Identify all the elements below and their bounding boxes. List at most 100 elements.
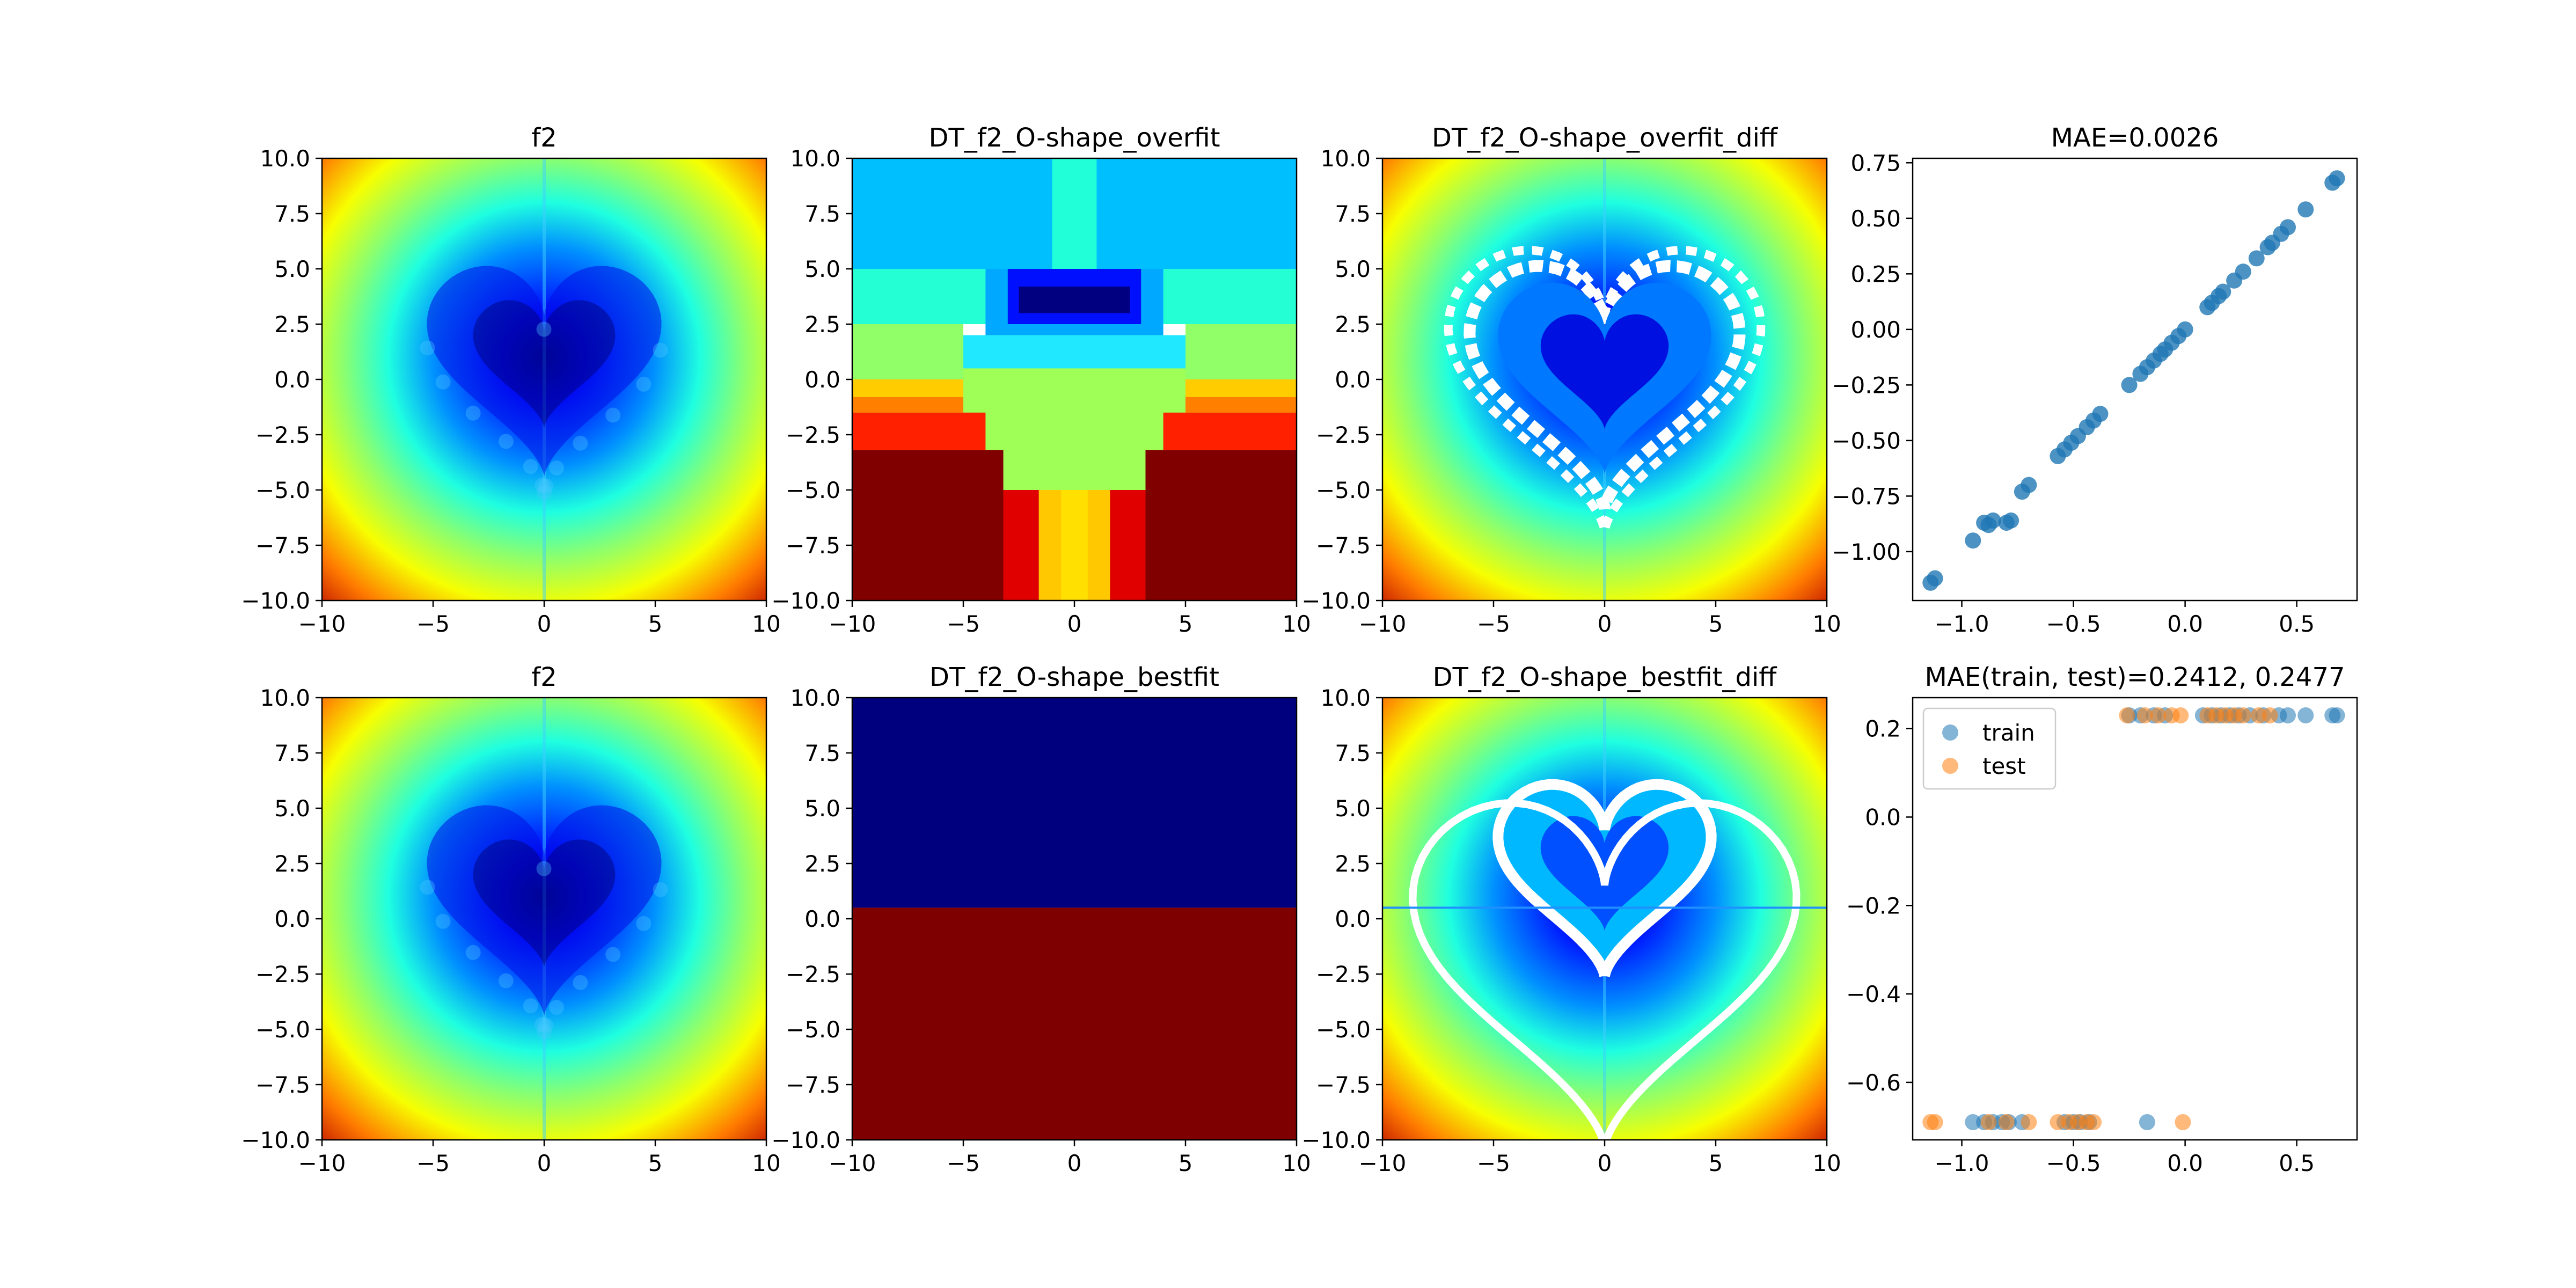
legend-marker xyxy=(1942,758,1958,774)
train-point xyxy=(2139,1114,2155,1131)
sample-dot xyxy=(465,945,481,960)
y-tick-label: 7.5 xyxy=(274,201,310,227)
sample-dot xyxy=(523,998,538,1014)
y-tick-label: −0.50 xyxy=(1832,428,1901,454)
y-tick-label: 0.2 xyxy=(1865,716,1901,742)
tree-leaf xyxy=(852,397,963,413)
y-tick-label: 2.5 xyxy=(274,311,310,338)
x-tick-label: −0.5 xyxy=(2046,611,2101,637)
test-point xyxy=(2021,1114,2037,1131)
sample-dot xyxy=(498,434,514,449)
y-tick-label: 5.0 xyxy=(274,256,310,282)
x-tick-label: −1.0 xyxy=(1935,1150,1989,1176)
train-point xyxy=(2177,321,2193,338)
y-tick-label: −2.5 xyxy=(786,422,840,448)
train-point xyxy=(2003,512,2019,529)
y-tick-label: 0.50 xyxy=(1850,206,1901,232)
x-tick-label: 0.5 xyxy=(2279,1150,2315,1176)
x-tick-label: 0 xyxy=(1598,611,1612,637)
chart-title: f2 xyxy=(531,123,557,153)
panel-8: train test MAE(train, test)=0.2412, 0.2477… xyxy=(1846,662,2358,1176)
axes-frame xyxy=(1912,697,2358,1141)
y-tick-label: 7.5 xyxy=(1335,201,1371,227)
y-tick-label: 7.5 xyxy=(1335,740,1371,766)
y-tick-label: 5.0 xyxy=(804,795,840,822)
y-tick-label: −0.6 xyxy=(1846,1070,1901,1096)
train-point xyxy=(1985,512,2001,529)
sample-dot xyxy=(523,459,538,474)
sample-dot xyxy=(420,880,435,895)
y-tick-label: 2.5 xyxy=(274,851,310,877)
test-point xyxy=(2050,1114,2066,1131)
tree-leaf xyxy=(1061,490,1088,601)
train-point xyxy=(2248,250,2265,267)
x-tick-label: 5 xyxy=(1709,611,1723,637)
y-tick-label: −7.5 xyxy=(786,1072,840,1098)
axes-frame xyxy=(1912,157,2358,602)
diff-band xyxy=(1463,260,1746,510)
train-point xyxy=(2297,707,2314,723)
x-tick-label: −10 xyxy=(829,1150,876,1176)
train-point xyxy=(2235,264,2251,280)
sample-dot xyxy=(605,947,621,962)
tree-leaf xyxy=(1185,379,1297,397)
train-point xyxy=(2021,477,2037,493)
y-tick-label: 10.0 xyxy=(1320,685,1371,711)
x-tick-label: 0 xyxy=(1067,611,1082,637)
diff-center xyxy=(1540,314,1669,430)
panel-2: DT_f2_O-shape_overfit −10 −5 0 5 10 10.0 7.5 5.0… xyxy=(771,123,1311,637)
train-point xyxy=(2297,201,2314,218)
sample-dot xyxy=(498,973,514,989)
tree-leaf xyxy=(1163,412,1297,450)
train-point xyxy=(2329,170,2345,187)
x-tick-label: 0.0 xyxy=(2167,611,2203,637)
sample-dot xyxy=(535,1016,550,1032)
y-tick-label: −1.00 xyxy=(1832,539,1901,565)
test-point xyxy=(2172,707,2189,723)
x-tick-label: −10 xyxy=(1359,1150,1407,1176)
y-tick-label: −5.0 xyxy=(255,1016,310,1043)
train-point xyxy=(2280,219,2296,236)
x-tick-label: −10 xyxy=(298,611,346,637)
tree-leaf xyxy=(1110,490,1146,601)
y-tick-label: −7.5 xyxy=(1316,532,1371,559)
sample-dot xyxy=(636,376,652,392)
sample-dot xyxy=(548,1000,564,1015)
y-tick-label: 0.0 xyxy=(274,906,310,932)
test-point xyxy=(2235,707,2251,723)
sample-dot xyxy=(435,374,451,390)
y-tick-label: −5.0 xyxy=(786,1016,840,1043)
tree-leaf xyxy=(852,324,963,379)
x-tick-label: 0.5 xyxy=(2279,611,2315,637)
y-tick-label: −2.5 xyxy=(255,422,310,448)
x-tick-label: 10 xyxy=(1282,1150,1311,1176)
train-point xyxy=(1965,532,1981,549)
tree-leaf xyxy=(852,450,1004,601)
y-tick-label: 0.75 xyxy=(1850,150,1901,176)
y-tick-label: 0.0 xyxy=(1865,804,1901,830)
tree-leaf xyxy=(1019,286,1130,313)
y-tick-label: 0.0 xyxy=(274,367,310,393)
x-tick-label: 5 xyxy=(648,611,663,637)
panel-3: DT_f2_O-shape_overfit_diff −10 −5 0 5 10 10.0 7… xyxy=(1301,123,1841,637)
x-tick-label: 0.0 xyxy=(2167,1150,2203,1176)
x-tick-label: 10 xyxy=(1812,611,1841,637)
panel-4: MAE=0.0026 −1.0 −0.5 0.0 0.5 0.75 0.50 0.25 0.00… xyxy=(1832,123,2358,637)
test-point xyxy=(1998,1114,2015,1131)
legend-label: test xyxy=(1982,753,2026,779)
train-point xyxy=(1965,1114,1981,1131)
x-tick-label: −5 xyxy=(1477,611,1510,637)
train-point xyxy=(2280,707,2296,723)
chart-title: DT_f2_O-shape_overfit_diff xyxy=(1432,123,1778,153)
y-tick-label: −10.0 xyxy=(241,1127,310,1153)
heart-center xyxy=(473,300,616,428)
tree-leaf xyxy=(1145,450,1297,601)
y-tick-label: −2.5 xyxy=(786,961,840,987)
train-point xyxy=(1927,570,1943,587)
tree-leaf xyxy=(1185,397,1297,413)
test-point xyxy=(2136,707,2153,723)
train-point xyxy=(2215,283,2231,300)
y-tick-label: 5.0 xyxy=(1335,256,1371,282)
y-tick-label: 5.0 xyxy=(1335,795,1371,822)
y-tick-label: 10.0 xyxy=(260,685,310,711)
